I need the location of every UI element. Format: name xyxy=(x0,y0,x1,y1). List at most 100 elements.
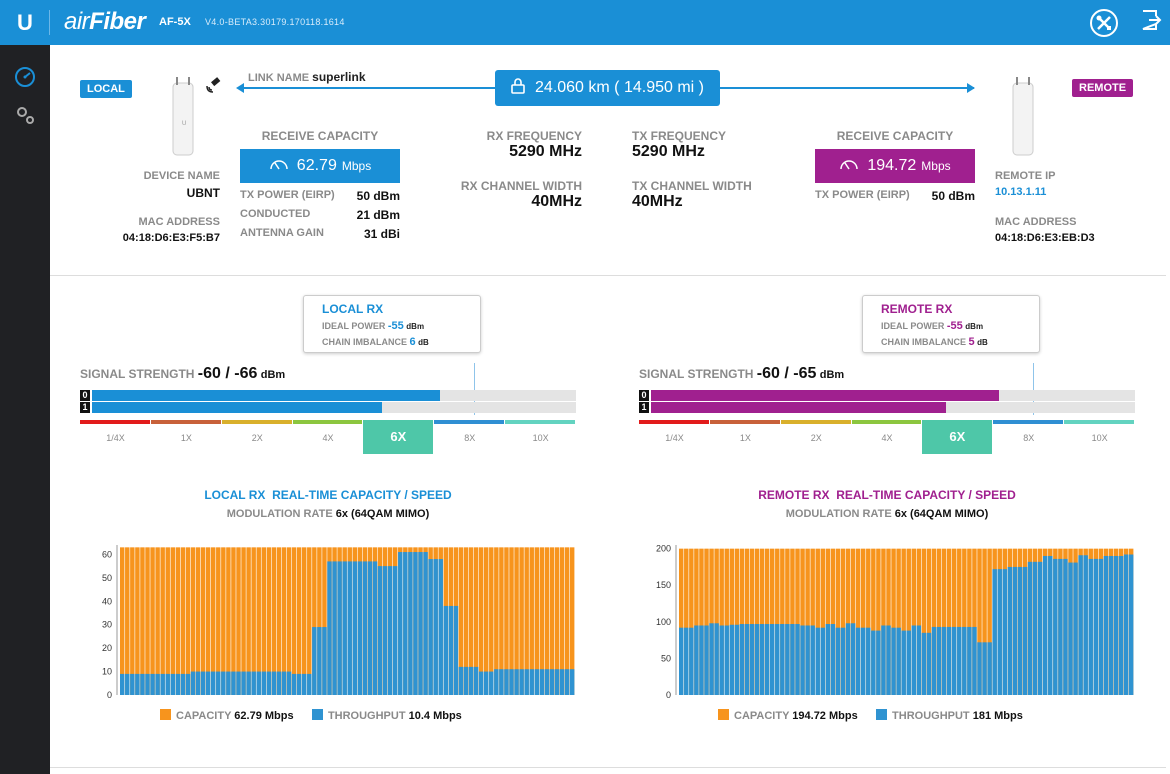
tx-channel-width-value: 40MHz xyxy=(632,193,683,210)
throughput-bar xyxy=(1053,558,1058,695)
throughput-bar xyxy=(478,671,484,695)
tx-frequency-value: 5290 MHz xyxy=(632,143,705,160)
throughput-bar xyxy=(952,626,957,695)
modulation-segment xyxy=(639,420,709,424)
capacity-bar xyxy=(810,548,815,695)
capacity-bar xyxy=(221,547,226,695)
throughput-bar xyxy=(785,624,790,695)
throughput-bar xyxy=(739,624,745,695)
throughput-swatch xyxy=(311,709,323,720)
throughput-bar xyxy=(569,669,575,695)
throughput-bar xyxy=(982,642,987,695)
throughput-bar xyxy=(554,669,560,695)
throughput-bar xyxy=(246,671,251,695)
remote-tx-power-value: 50 dBm xyxy=(931,189,975,203)
rx-channel-width-label: RX CHANNEL WIDTH xyxy=(460,179,582,193)
throughput-bar xyxy=(1093,558,1099,695)
throughput-bar xyxy=(559,669,565,695)
device-model: AF-5X xyxy=(159,16,191,28)
capacity-bar xyxy=(302,547,307,695)
capacity-bar xyxy=(226,547,231,695)
throughput-bar xyxy=(714,623,719,695)
capacity-bar xyxy=(896,548,901,695)
throughput-bar xyxy=(911,625,917,695)
throughput-bar xyxy=(931,626,937,695)
throughput-bar xyxy=(855,627,861,695)
settings-gear-icon[interactable] xyxy=(13,103,37,127)
remote-ip-link[interactable]: 10.13.1.11 xyxy=(995,186,1047,198)
throughput-bar xyxy=(1037,561,1043,695)
throughput-bar xyxy=(946,626,952,695)
capacity-bar xyxy=(534,547,540,695)
satellite-gps-icon xyxy=(206,73,226,93)
device-name-value: UBNT xyxy=(186,186,220,200)
active-modulation: 6X xyxy=(363,420,434,454)
capacity-bar xyxy=(564,547,570,695)
throughput-bar xyxy=(936,626,942,695)
capacity-bar xyxy=(544,547,550,695)
capacity-bar xyxy=(216,547,221,695)
throughput-bar xyxy=(307,673,312,695)
remote-capacity-value: 194.72 xyxy=(867,157,917,174)
tx-frequency-label: TX FREQUENCY xyxy=(632,129,727,143)
capacity-bar xyxy=(458,547,464,695)
remote-tx-power-label: TX POWER (EIRP) xyxy=(815,189,910,201)
tools-icon[interactable] xyxy=(1090,9,1118,37)
throughput-bar xyxy=(302,673,307,695)
capacity-bar xyxy=(145,547,150,695)
throughput-bar xyxy=(1012,566,1018,695)
throughput-bar xyxy=(805,625,810,695)
capacity-bar xyxy=(977,548,982,695)
modulation-label: 4X xyxy=(322,433,334,443)
remote-chart-title: REMOTE RX REAL-TIME CAPACITY / SPEED xyxy=(758,488,1016,502)
throughput-bar xyxy=(1108,555,1114,695)
logout-icon[interactable] xyxy=(1140,9,1168,37)
top-bar: U airFiber AF-5X V4.0-BETA3.30179.170118… xyxy=(0,0,1170,45)
throughput-bar xyxy=(881,625,886,695)
capacity-bar xyxy=(296,547,302,695)
antenna-gain-label: ANTENNA GAIN xyxy=(240,227,324,239)
throughput-bar xyxy=(489,671,494,695)
y-tick-label: 60 xyxy=(102,549,112,559)
local-tx-power-value: 50 dBm xyxy=(356,189,400,203)
throughput-bar xyxy=(327,561,332,695)
modulation-segment xyxy=(434,420,505,424)
bottom-divider xyxy=(50,767,1166,768)
throughput-bar xyxy=(539,669,545,695)
remote-signal-strength: SIGNAL STRENGTH -60 / -65 dBm xyxy=(639,365,845,382)
remote-ip-label: REMOTE IP xyxy=(995,170,1056,182)
dashboard-icon[interactable] xyxy=(13,65,37,89)
throughput-bar xyxy=(941,626,947,695)
y-tick-label: 50 xyxy=(661,653,671,663)
throughput-bar xyxy=(921,632,927,695)
throughput-bar xyxy=(367,561,373,695)
throughput-bar xyxy=(775,624,780,695)
link-arrow-left-icon xyxy=(236,83,244,93)
throughput-bar xyxy=(825,624,831,695)
modulation-segment xyxy=(505,420,575,424)
throughput-bar xyxy=(1002,569,1008,695)
capacity-bar xyxy=(770,548,775,695)
throughput-bar xyxy=(1118,555,1124,695)
capacity-bar xyxy=(125,547,130,695)
capacity-bar xyxy=(775,548,780,695)
throughput-bar xyxy=(689,627,694,695)
throughput-bar xyxy=(820,627,826,695)
capacity-bar xyxy=(982,548,987,695)
throughput-bar xyxy=(195,671,201,695)
modulation-label: 10X xyxy=(532,433,549,443)
throughput-bar xyxy=(876,630,881,695)
ubiquiti-logo-icon[interactable]: U xyxy=(17,10,33,35)
capacity-bar xyxy=(246,547,251,695)
throughput-bar xyxy=(251,671,256,695)
capacity-bar xyxy=(835,548,841,695)
throughput-bar xyxy=(871,630,876,695)
throughput-bar xyxy=(749,624,755,695)
remote-signal-panel: REMOTE RX IDEAL POWER -55 dBm CHAIN IMBA… xyxy=(639,295,1135,460)
capacity-bar xyxy=(820,548,826,695)
throughput-bar xyxy=(997,569,1002,695)
capacity-bar xyxy=(795,548,800,695)
throughput-bar xyxy=(332,561,337,695)
throughput-bar xyxy=(699,625,704,695)
capacity-bar xyxy=(684,548,689,695)
